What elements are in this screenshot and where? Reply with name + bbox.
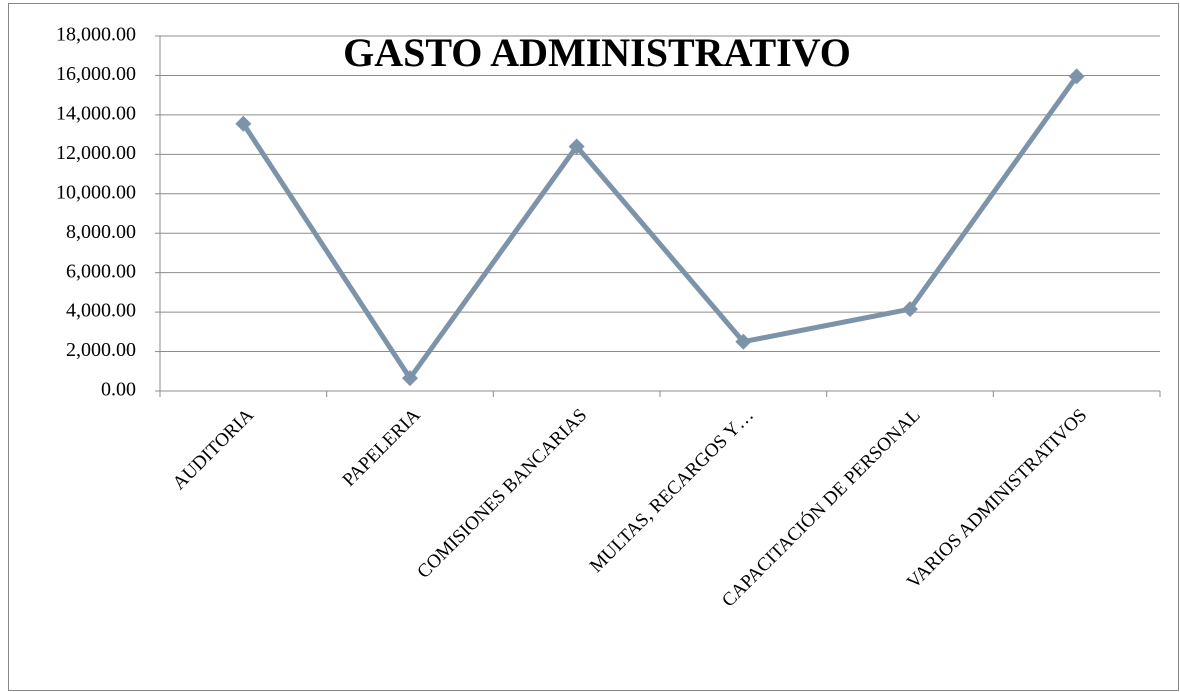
y-tick-label: 4,000.00: [66, 300, 136, 322]
y-tick-label: 16,000.00: [56, 63, 136, 85]
y-tick-label: 2,000.00: [66, 339, 136, 361]
marker: [1068, 68, 1085, 85]
marker: [568, 138, 585, 155]
y-tick-label: 14,000.00: [56, 102, 136, 124]
y-tick-label: 10,000.00: [56, 181, 136, 203]
marker: [902, 301, 918, 318]
y-tick-label: 6,000.00: [66, 260, 136, 282]
y-tick-label: 8,000.00: [66, 221, 136, 243]
line: [241, 74, 1079, 381]
marker: [402, 370, 418, 387]
chart-title: GASTO ADMINISTRATIVO: [343, 30, 851, 75]
y-tick-label: 12,000.00: [56, 142, 136, 164]
chart-border: [8, 3, 1179, 691]
y-tick-label: 0.00: [101, 379, 136, 401]
marker: [235, 115, 252, 132]
marker: [735, 333, 752, 350]
y-tick-label: 18,000.00: [56, 24, 136, 46]
